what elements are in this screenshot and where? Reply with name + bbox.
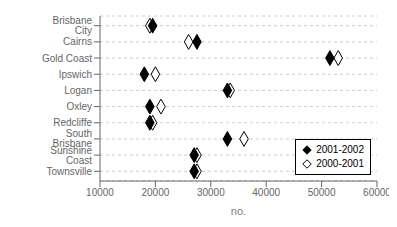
- svg-text:60000: 60000: [363, 187, 389, 198]
- svg-text:BrisbaneCity: BrisbaneCity: [53, 15, 93, 36]
- svg-text:20000: 20000: [141, 187, 169, 198]
- svg-text:30000: 30000: [197, 187, 225, 198]
- svg-text:SunshineCoast: SunshineCoast: [50, 145, 92, 166]
- svg-text:Redcliffe: Redcliffe: [53, 117, 92, 128]
- svg-text:no.: no.: [231, 205, 246, 217]
- svg-text:Cairns: Cairns: [63, 36, 92, 47]
- svg-text:Logan: Logan: [64, 85, 92, 96]
- svg-text:Gold Coast: Gold Coast: [42, 53, 92, 64]
- svg-text:Townsville: Townsville: [46, 166, 92, 177]
- svg-text:10000: 10000: [86, 187, 114, 198]
- svg-text:Ipswich: Ipswich: [59, 69, 92, 80]
- svg-text:Oxley: Oxley: [66, 101, 92, 112]
- svg-text:50000: 50000: [308, 187, 336, 198]
- svg-text:40000: 40000: [252, 187, 280, 198]
